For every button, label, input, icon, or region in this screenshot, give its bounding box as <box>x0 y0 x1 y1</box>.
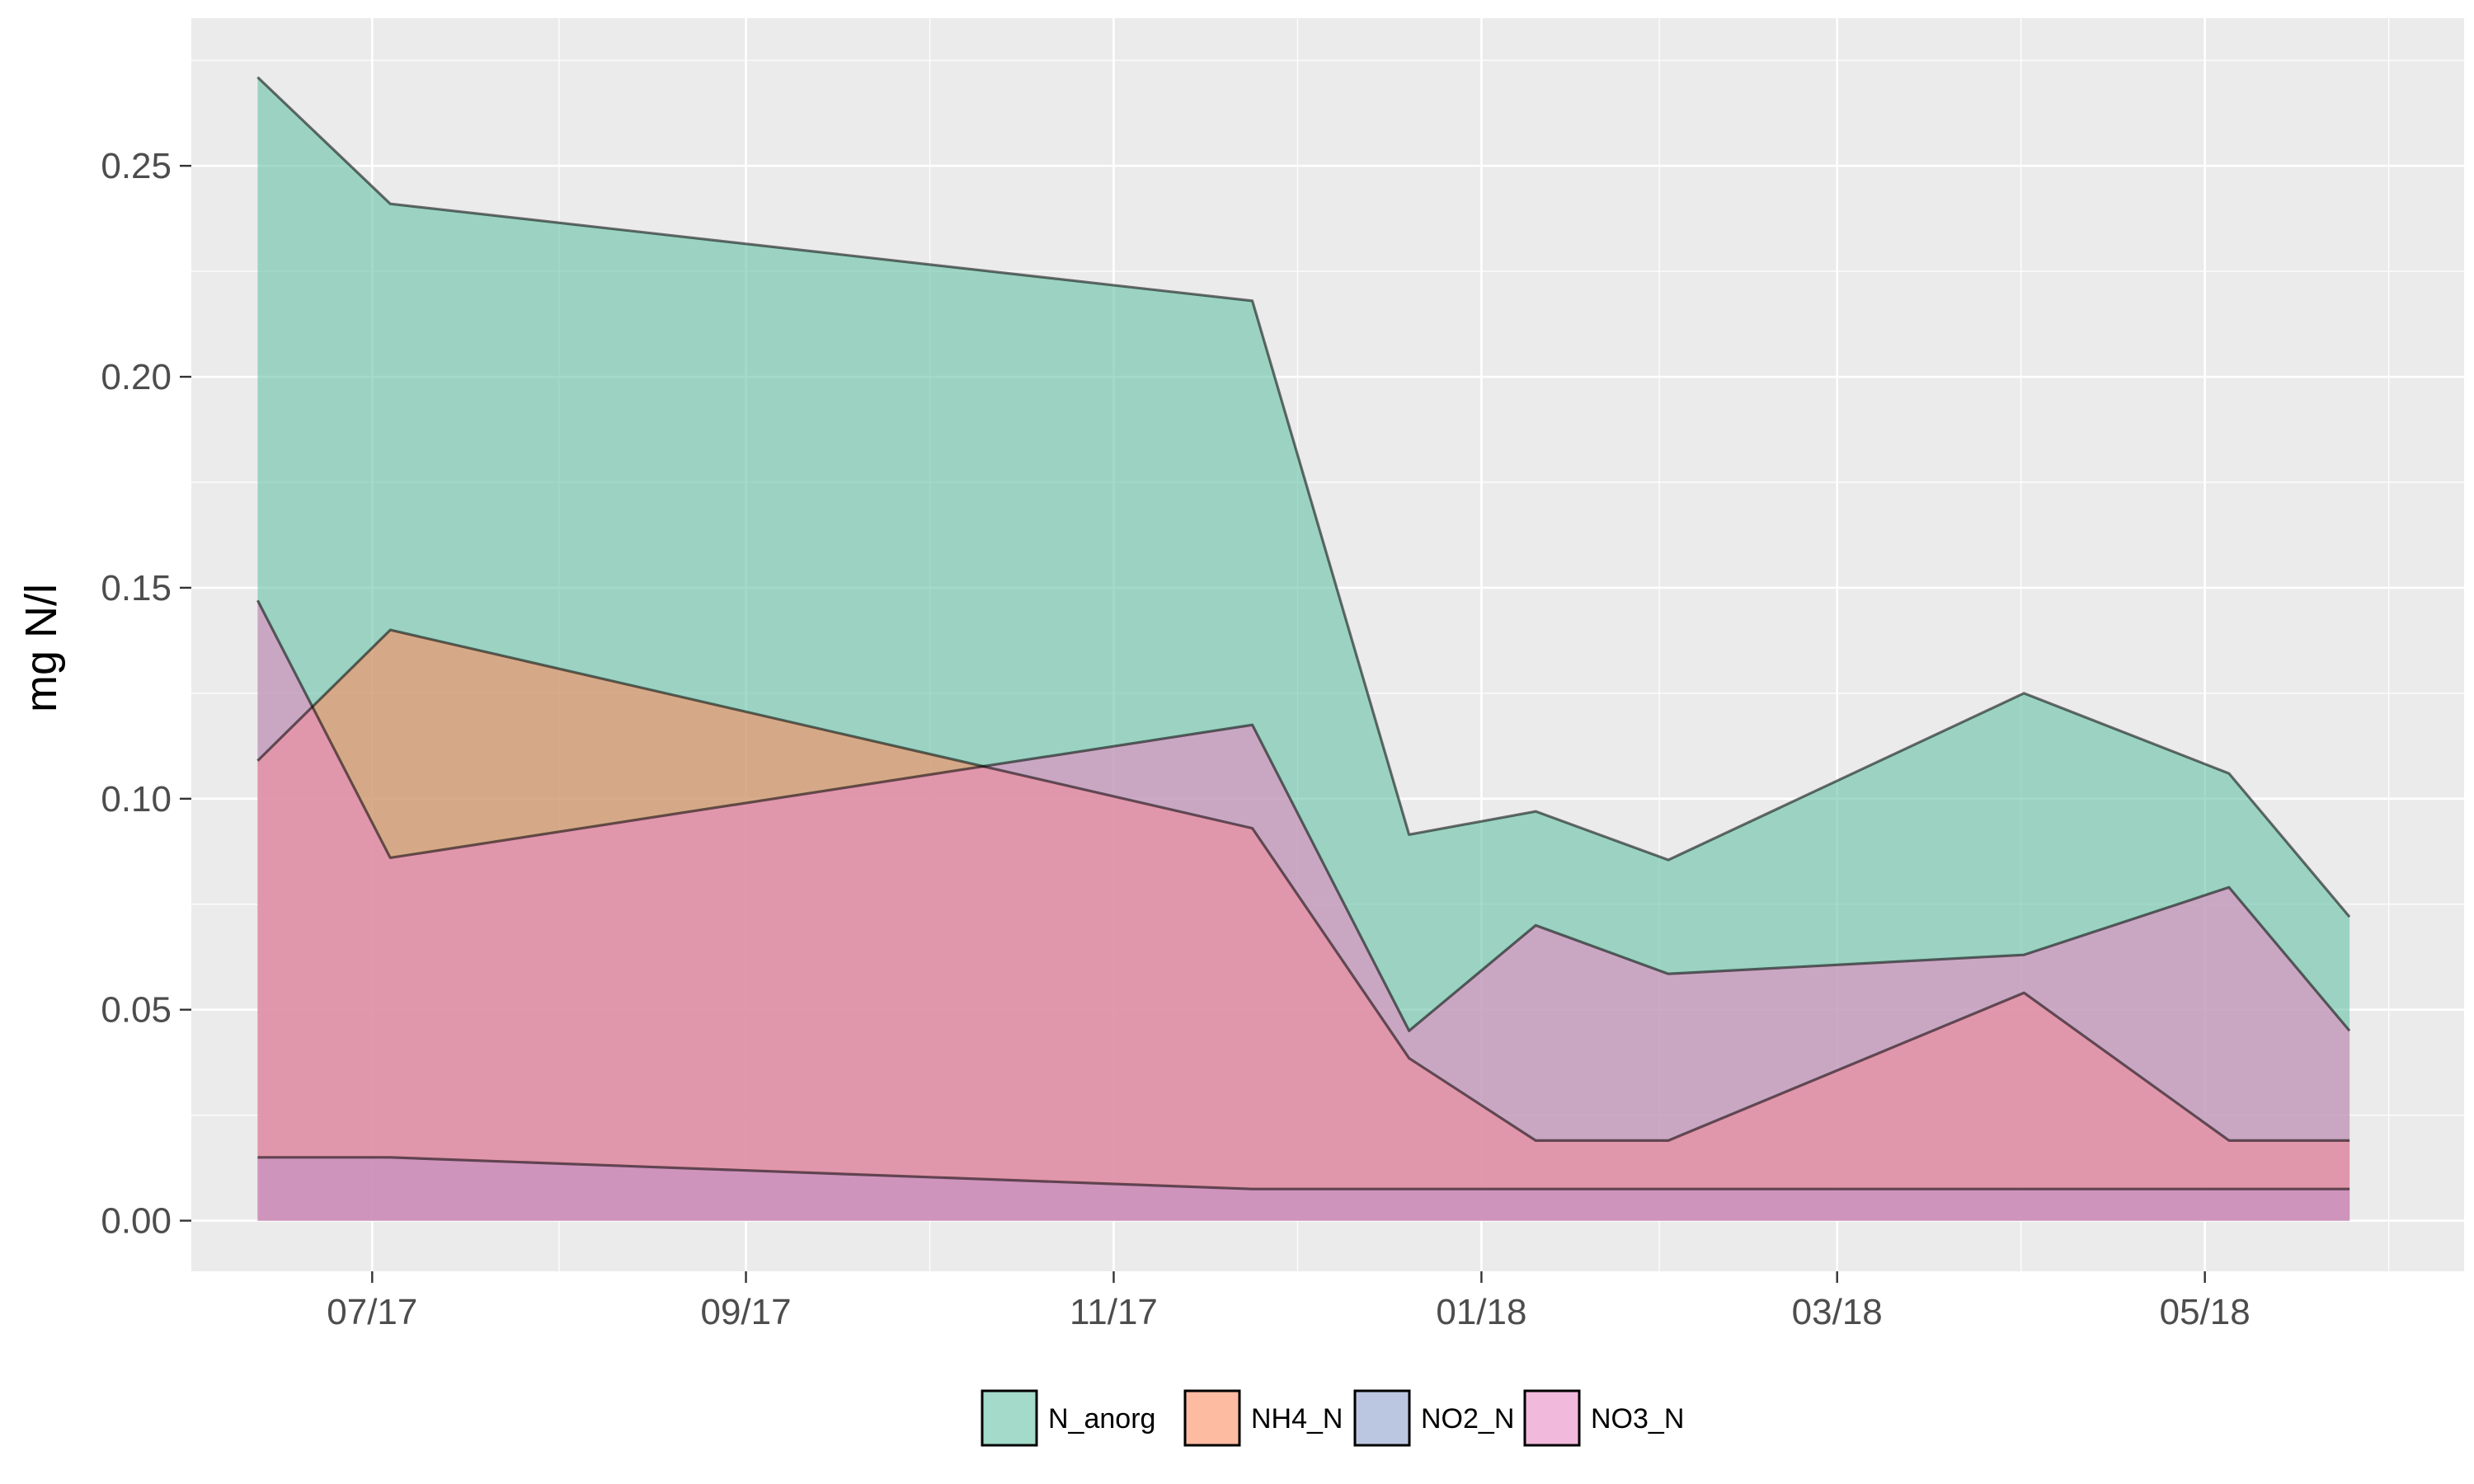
y-tick-label: 0.20 <box>101 357 172 397</box>
y-tick-label: 0.00 <box>101 1201 172 1242</box>
x-tick-label: 07/17 <box>327 1292 417 1332</box>
legend-item-no3-n: NO3_N <box>1523 1389 1684 1447</box>
x-tick-label: 09/17 <box>700 1292 791 1332</box>
legend-key <box>1353 1389 1411 1447</box>
legend-item-nh4-n: NH4_N <box>1183 1389 1343 1447</box>
legend-item-no2-n: NO2_N <box>1353 1389 1514 1447</box>
legend-label: N_anorg <box>1048 1403 1155 1435</box>
y-axis: 0.00 0.05 0.10 0.15 0.20 0.25 <box>101 146 191 1242</box>
legend-label: NO2_N <box>1421 1403 1514 1435</box>
series-areas <box>257 77 2350 1221</box>
line-n-anorg <box>256 76 2351 918</box>
y-tick-label: 0.25 <box>101 146 172 186</box>
legend-item-n-anorg: N_anorg <box>981 1389 1155 1447</box>
legend-key <box>1183 1389 1241 1447</box>
x-tick-label: 01/18 <box>1436 1292 1526 1332</box>
y-tick-label: 0.10 <box>101 779 172 819</box>
legend-label: NH4_N <box>1251 1403 1343 1435</box>
x-tick-label: 11/17 <box>1070 1292 1158 1332</box>
line-nh4-n <box>256 628 2350 1142</box>
x-tick-label: 05/18 <box>2160 1292 2251 1332</box>
line-no3-n <box>256 599 2351 1032</box>
legend-key <box>981 1389 1038 1447</box>
line-no2-n <box>257 1156 2350 1190</box>
y-tick-label: 0.15 <box>101 568 172 608</box>
x-axis: 07/17 09/17 11/17 01/18 03/18 05/18 <box>327 1271 2251 1332</box>
area-no3-n <box>257 600 2350 1221</box>
legend-key <box>1523 1389 1581 1447</box>
x-tick-label: 03/18 <box>1792 1292 1883 1332</box>
legend: N_anorg NH4_N NO2_N NO3_N <box>981 1389 1684 1447</box>
legend-label: NO3_N <box>1591 1403 1684 1435</box>
y-tick-label: 0.05 <box>101 990 172 1031</box>
series-lines <box>256 76 2351 1190</box>
y-axis-title: mg N/l <box>16 584 66 712</box>
